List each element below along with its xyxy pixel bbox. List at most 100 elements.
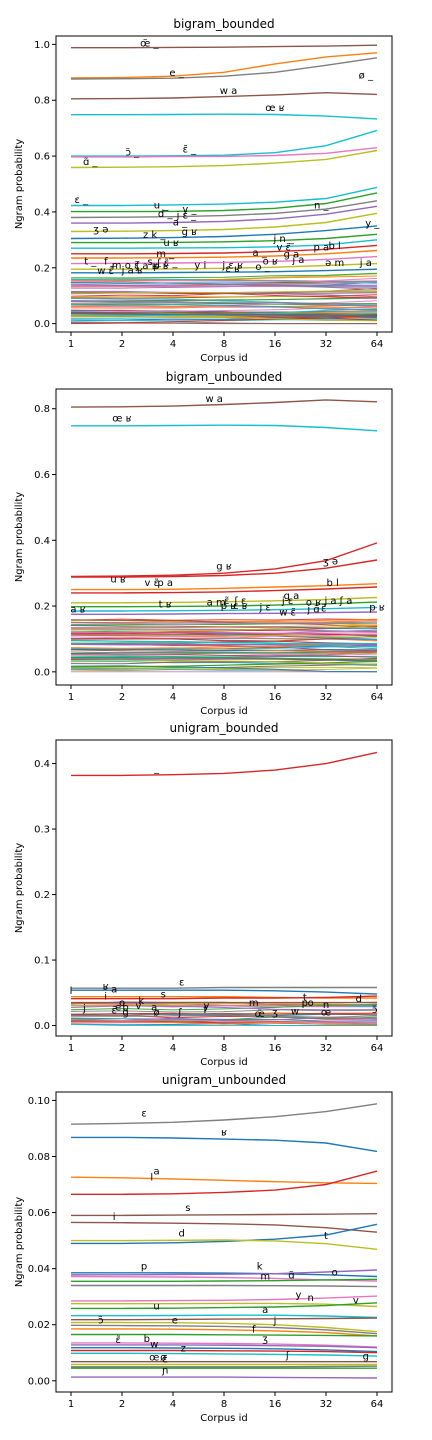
plot-area	[70, 44, 378, 325]
x-tick-label: 8	[221, 1399, 227, 1410]
annotation-label: f _	[104, 256, 117, 267]
annotation-label: ɛ̃	[111, 1005, 116, 1017]
annotation-label: j	[273, 1316, 277, 1327]
series-line-9	[71, 606, 378, 612]
annotation-label: ɔ̃ _	[125, 147, 140, 159]
series-line-12	[71, 205, 378, 224]
y-tick-label: 0.2	[34, 263, 50, 274]
annotation-label: ʃ	[285, 1351, 290, 1362]
y-tick-label: 0.0	[34, 1021, 50, 1032]
x-axis-label: Corpus id	[200, 1057, 247, 1068]
chart-title: unigram_unbounded	[162, 1073, 286, 1087]
annotation-label: ɑ̃ _	[83, 156, 99, 168]
series-line-8	[70, 149, 378, 169]
x-axis-label: Corpus id	[200, 706, 247, 717]
annotation-label: ɛ	[141, 1109, 146, 1120]
annotation-label: o _	[255, 262, 270, 273]
background-series-line	[70, 655, 378, 658]
annotation-label: a m	[207, 598, 226, 609]
series-line-15	[71, 1302, 378, 1308]
series-line-5	[71, 1212, 378, 1217]
series-line-4	[70, 91, 378, 100]
annotation-label: s _	[148, 257, 162, 268]
y-tick-label: 0.00	[28, 1376, 50, 1387]
annotation-label: ɑ̃	[288, 1270, 294, 1282]
annotation-label: ɛ _	[75, 195, 90, 206]
x-tick-label: 32	[320, 339, 333, 350]
annotation-label: y	[203, 1001, 209, 1012]
y-tick-label: 0.8	[34, 96, 50, 107]
series-line-8	[71, 601, 378, 608]
background-series-line	[70, 657, 378, 665]
annotation-label: œ̃ _	[140, 38, 159, 50]
background-series-line	[70, 647, 378, 655]
series-line-5	[71, 583, 378, 591]
background-series-line	[70, 618, 378, 621]
y-tick-label: 0.1	[34, 956, 50, 967]
y-tick-label: 0.6	[34, 470, 50, 481]
annotation-label: t	[303, 993, 307, 1004]
series-line-24	[71, 1344, 378, 1349]
x-tick-label: 4	[170, 1399, 176, 1410]
annotation-label: a	[111, 985, 117, 996]
annotation-label: v	[135, 1001, 141, 1012]
annotation-label: ø	[154, 1008, 160, 1019]
series-line-12	[71, 1278, 378, 1283]
annotation-label: s	[161, 989, 166, 1000]
annotation-label: j n _	[272, 234, 294, 245]
series-line-7	[71, 1223, 378, 1245]
background-series-line	[70, 1005, 378, 1011]
background-series-line	[70, 310, 378, 314]
background-series-line	[70, 639, 378, 648]
annotation-label: f	[203, 1005, 207, 1016]
series-line-3	[70, 1176, 378, 1185]
annotation-label: ɲ	[161, 1366, 168, 1377]
annotation-label: s	[185, 1203, 190, 1214]
series-line-11	[70, 200, 378, 219]
background-series-line	[70, 628, 378, 633]
background-series-line	[70, 1019, 378, 1024]
annotation-label: ɛ̃	[321, 602, 326, 614]
annotation-label: t	[324, 1231, 328, 1242]
background-series-line	[70, 667, 378, 672]
annotation-label: ʁ	[221, 1127, 227, 1138]
series-line-7	[71, 596, 378, 604]
annotation-label: p a	[313, 242, 329, 253]
background-series-line	[71, 656, 378, 660]
series-line-2	[71, 424, 378, 432]
annotation-label: n _	[314, 201, 330, 212]
annotation-label: j a	[323, 596, 336, 607]
series-line-13	[70, 212, 378, 233]
chart-title: unigram_bounded	[170, 721, 279, 735]
annotation-label: p ʁ	[369, 603, 385, 614]
series-line-23	[71, 1342, 378, 1348]
x-tick-label: 16	[269, 1399, 282, 1410]
annotation-label: ɔ̃	[98, 1314, 104, 1326]
x-tick-label: 8	[221, 1043, 227, 1054]
annotation-label: d _	[158, 209, 174, 220]
annotation-label: a	[262, 1305, 268, 1316]
background-series-line	[70, 634, 378, 638]
annotation-label: œ	[149, 1353, 159, 1364]
x-tick-label: 64	[371, 1043, 384, 1054]
annotation-label: ʒ	[272, 1008, 278, 1019]
annotation-label: k	[257, 1261, 263, 1272]
annotation-label: n	[308, 1293, 314, 1304]
annotation-label: y _	[182, 205, 197, 216]
annotation-label: j a	[291, 255, 304, 266]
annotation-label: f	[252, 1325, 256, 1336]
y-tick-label: 0.2	[34, 602, 50, 613]
annotation-label: o	[332, 1268, 338, 1279]
annotation-label: ə m	[325, 258, 344, 269]
annotation-label: v ɛ̃	[145, 577, 160, 589]
background-series-line	[70, 313, 378, 318]
background-series-line	[70, 638, 378, 645]
x-tick-label: 16	[269, 339, 282, 350]
series-line-19	[70, 255, 378, 265]
series-line-20	[71, 262, 378, 270]
x-axis-label: Corpus id	[200, 353, 247, 364]
series-line-9	[71, 1272, 378, 1278]
chart-title: bigram_bounded	[173, 17, 274, 31]
